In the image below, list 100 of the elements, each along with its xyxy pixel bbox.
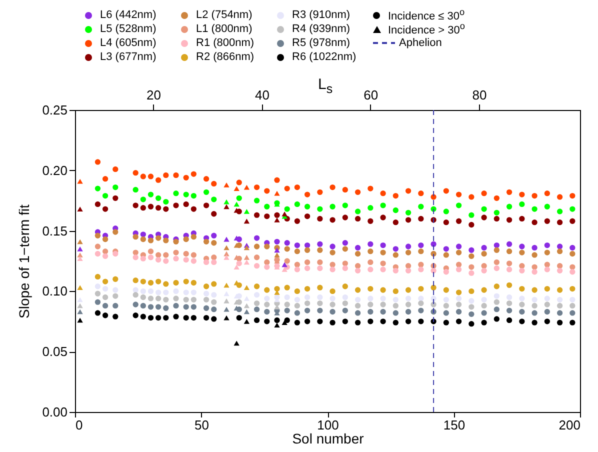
point [354, 189, 361, 195]
point [304, 300, 310, 306]
point [102, 278, 108, 284]
point [519, 286, 525, 292]
point [148, 174, 154, 180]
point [304, 265, 310, 272]
point [132, 250, 138, 256]
point [481, 263, 487, 269]
point [368, 286, 374, 292]
point [112, 250, 118, 257]
point [264, 302, 270, 308]
point [148, 304, 154, 310]
point [155, 252, 162, 258]
point [418, 296, 424, 302]
point [284, 284, 290, 290]
point [317, 241, 323, 247]
point [132, 186, 138, 193]
point [211, 292, 217, 298]
point [148, 204, 154, 210]
point [148, 288, 154, 294]
point [173, 314, 179, 320]
point [183, 290, 189, 296]
point [368, 259, 374, 266]
point [330, 302, 336, 308]
legend-label: R4 (939nm) [292, 23, 350, 35]
point [380, 308, 386, 315]
point [481, 310, 487, 316]
point [481, 320, 487, 326]
legend-label: Aphelion [399, 37, 442, 49]
point [405, 268, 412, 274]
point [519, 302, 525, 308]
point [494, 195, 500, 202]
point [330, 250, 336, 256]
point [203, 259, 210, 266]
point [94, 284, 101, 290]
point [317, 284, 323, 290]
point [317, 294, 323, 300]
point [544, 318, 550, 324]
point [254, 254, 260, 260]
point [532, 296, 538, 302]
point [443, 188, 450, 194]
point [140, 196, 146, 202]
point [506, 282, 512, 288]
point [284, 317, 290, 324]
point [456, 318, 462, 324]
point [544, 190, 550, 196]
point [236, 314, 242, 321]
point [405, 244, 412, 250]
point [284, 294, 290, 300]
x-axis-title: Sol number [292, 430, 364, 446]
point [155, 256, 162, 263]
point [244, 209, 250, 214]
point [264, 188, 270, 194]
point [392, 302, 399, 309]
point [132, 234, 138, 240]
point [183, 314, 189, 321]
point [368, 186, 374, 192]
point [183, 201, 189, 208]
point [284, 206, 290, 212]
point [418, 318, 424, 324]
point [570, 286, 576, 292]
point [544, 242, 550, 248]
point [163, 206, 169, 212]
point [304, 192, 310, 198]
point [224, 182, 230, 188]
point [570, 264, 576, 270]
point [190, 192, 197, 199]
point [468, 222, 474, 228]
point [544, 286, 550, 292]
point [354, 250, 361, 257]
point [254, 212, 260, 218]
point [519, 268, 525, 274]
point [203, 202, 210, 208]
point [392, 320, 399, 326]
point [140, 256, 146, 262]
point [294, 296, 300, 302]
point [532, 320, 538, 326]
point [354, 287, 361, 293]
point [544, 218, 550, 224]
point [140, 302, 146, 309]
point [77, 178, 83, 184]
point [304, 286, 310, 292]
point [224, 298, 230, 304]
point [148, 280, 154, 286]
point [294, 262, 300, 268]
point [274, 212, 280, 218]
point [368, 241, 374, 247]
point [190, 280, 197, 286]
y-tick-label: 0.05 [42, 344, 68, 360]
point [304, 308, 310, 314]
point [456, 250, 462, 256]
point [274, 322, 280, 328]
legend-label: L4 (605nm) [100, 37, 156, 49]
point [481, 296, 487, 302]
point [519, 216, 525, 222]
point [77, 318, 83, 323]
point [77, 285, 83, 290]
point [112, 302, 118, 309]
point [173, 190, 179, 196]
point [330, 244, 336, 250]
